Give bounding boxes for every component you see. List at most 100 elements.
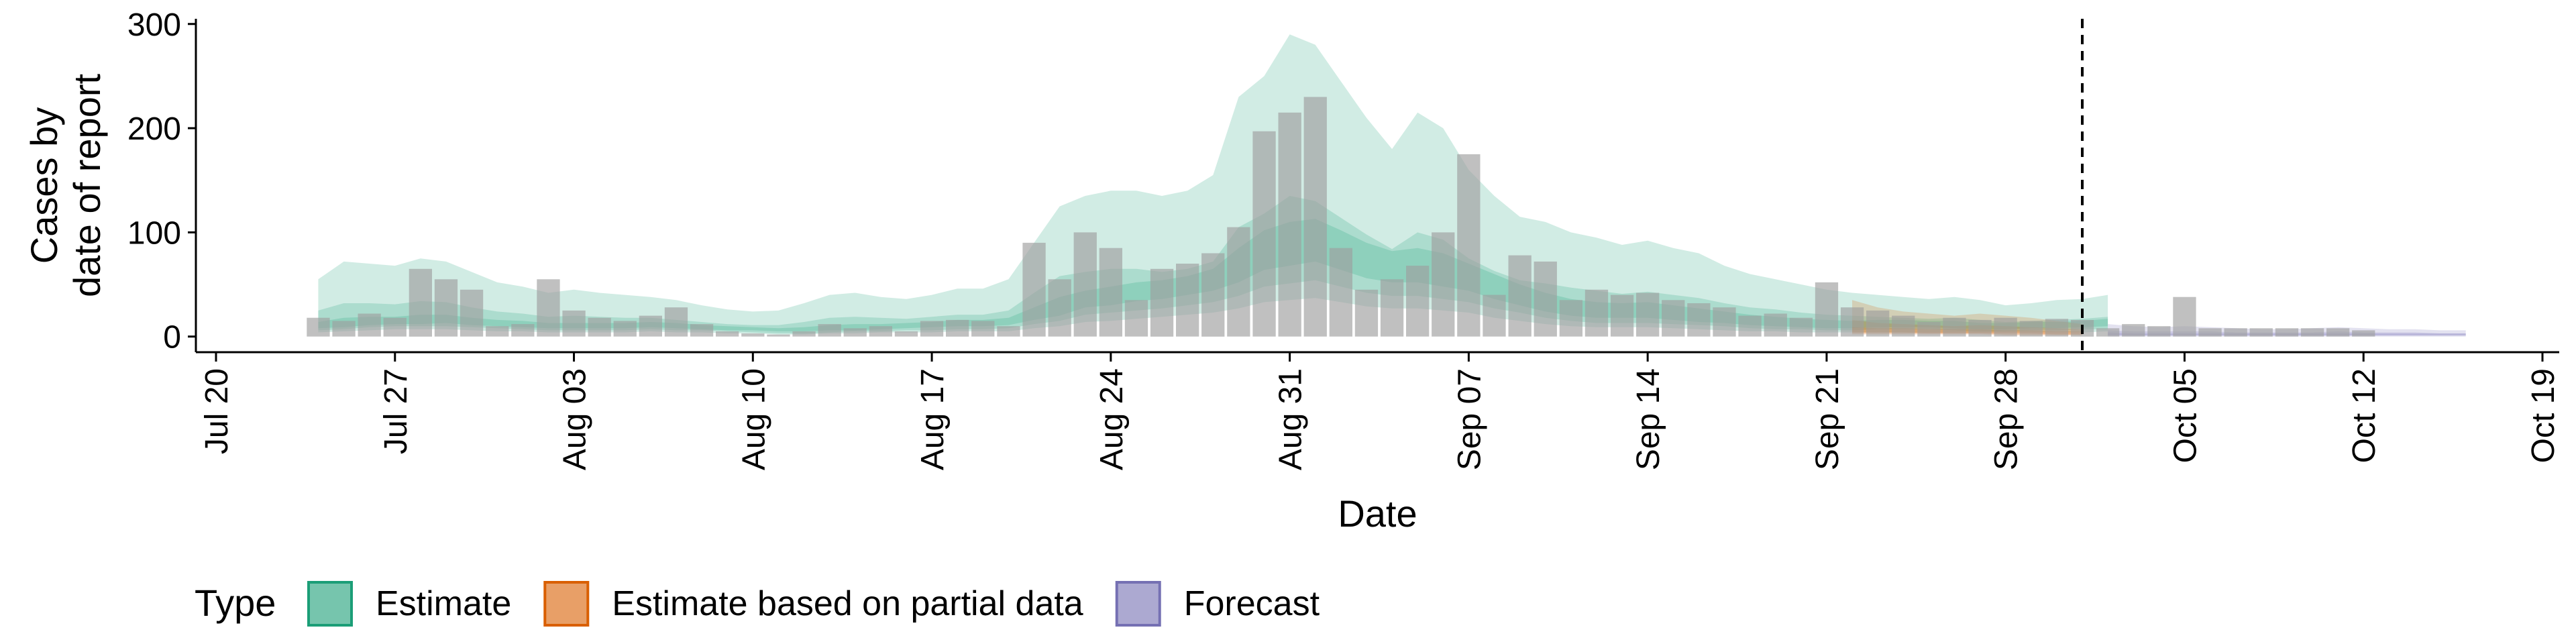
bar-reported-cases xyxy=(1406,266,1430,337)
bar-reported-cases xyxy=(716,331,739,337)
x-tick-label: Aug 17 xyxy=(915,368,951,470)
bar-reported-cases xyxy=(920,321,944,337)
legend-swatch-forecast xyxy=(1115,581,1161,627)
bar-reported-cases xyxy=(1508,255,1532,337)
bar-layer xyxy=(307,97,2375,337)
x-tick-label: Sep 07 xyxy=(1452,368,1487,470)
bar-reported-cases xyxy=(409,268,432,337)
bar-reported-cases xyxy=(1559,300,1582,337)
bar-reported-cases xyxy=(1048,279,1071,337)
bar-reported-cases xyxy=(1713,307,1736,337)
legend-swatch-estimate-based-on-partial-data xyxy=(543,581,590,627)
bar-reported-cases xyxy=(2019,321,2043,337)
x-tick-label: Aug 03 xyxy=(557,368,593,470)
bar-reported-cases xyxy=(1892,315,1915,337)
bar-reported-cases xyxy=(2326,328,2350,337)
x-tick-label: Oct 19 xyxy=(2526,368,2561,463)
legend-label: Estimate based on partial data xyxy=(612,584,1083,623)
bar-reported-cases xyxy=(2173,297,2196,337)
bar-reported-cases xyxy=(307,317,330,337)
bar-reported-cases xyxy=(511,324,535,337)
bar-reported-cases xyxy=(1252,131,1276,337)
bar-reported-cases xyxy=(639,315,662,337)
bar-reported-cases xyxy=(1176,264,1199,337)
bar-reported-cases xyxy=(486,326,509,337)
x-tick-label: Aug 10 xyxy=(736,368,771,470)
bar-reported-cases xyxy=(383,317,407,337)
x-tick-label: Oct 05 xyxy=(2167,368,2203,463)
legend-title: Type xyxy=(195,582,276,624)
bar-reported-cases xyxy=(2147,326,2171,337)
bar-reported-cases xyxy=(588,317,611,337)
bar-reported-cases xyxy=(1124,300,1148,337)
x-tick-label: Sep 14 xyxy=(1631,368,1666,470)
x-tick-label: Jul 27 xyxy=(378,368,414,454)
x-axis-title: Date xyxy=(1338,492,1417,535)
bar-reported-cases xyxy=(2275,328,2299,337)
bar-reported-cases xyxy=(1380,279,1404,337)
bar-reported-cases xyxy=(358,313,381,337)
bar-reported-cases xyxy=(1610,294,1634,337)
bar-reported-cases xyxy=(1840,307,1864,337)
bar-reported-cases xyxy=(818,324,841,337)
bar-reported-cases xyxy=(2224,328,2247,337)
bar-reported-cases xyxy=(332,321,356,337)
x-tick-label: Jul 20 xyxy=(199,368,235,454)
bar-reported-cases xyxy=(1687,303,1711,337)
y-tick-label: 300 xyxy=(127,7,181,43)
bar-reported-cases xyxy=(1968,319,1992,337)
legend-label: Forecast xyxy=(1184,584,1320,623)
bar-reported-cases xyxy=(1022,242,1046,337)
bar-reported-cases xyxy=(1994,317,2017,337)
bar-reported-cases xyxy=(1943,317,1966,337)
legend: Type Estimate Estimate based on partial da… xyxy=(195,581,1320,627)
bar-reported-cases xyxy=(1483,294,1506,337)
bar-reported-cases xyxy=(1789,317,1813,337)
bar-reported-cases xyxy=(1227,227,1250,337)
bar-reported-cases xyxy=(2300,328,2324,337)
legend-label: Estimate xyxy=(376,584,511,623)
bar-reported-cases xyxy=(1354,289,1379,337)
y-tick-label: 100 xyxy=(127,215,181,251)
bar-reported-cases xyxy=(869,326,892,337)
bar-reported-cases xyxy=(2096,328,2120,337)
bar-reported-cases xyxy=(971,321,995,337)
bar-reported-cases xyxy=(792,331,816,337)
bar-reported-cases xyxy=(1738,315,1762,337)
bar-reported-cases xyxy=(1201,253,1225,337)
bar-reported-cases xyxy=(1764,313,1787,337)
bar-reported-cases xyxy=(1457,154,1481,337)
bar-reported-cases xyxy=(997,326,1020,337)
bar-reported-cases xyxy=(1917,322,1941,337)
y-axis-title-line: Cases by xyxy=(23,107,65,264)
bar-reported-cases xyxy=(2198,328,2222,337)
bar-reported-cases xyxy=(537,279,560,337)
bar-reported-cases xyxy=(1866,310,1890,337)
bar-reported-cases xyxy=(1636,292,1660,337)
x-tick-label: Aug 24 xyxy=(1094,368,1130,470)
bar-reported-cases xyxy=(843,328,867,337)
bar-reported-cases xyxy=(434,279,458,337)
bar-reported-cases xyxy=(741,333,765,337)
bar-reported-cases xyxy=(1303,97,1327,337)
bar-reported-cases xyxy=(562,310,586,337)
bar-reported-cases xyxy=(767,334,790,337)
y-axis-title-line: date of report xyxy=(66,74,108,298)
bar-reported-cases xyxy=(1150,268,1174,337)
bar-reported-cases xyxy=(2352,330,2375,337)
bar-reported-cases xyxy=(1278,112,1301,337)
bar-reported-cases xyxy=(690,324,714,337)
x-tick-label: Sep 21 xyxy=(1810,368,1845,470)
bar-reported-cases xyxy=(1534,261,1557,337)
bar-reported-cases xyxy=(664,307,688,337)
legend-swatch-estimate xyxy=(307,581,353,627)
bar-reported-cases xyxy=(946,319,969,337)
bar-reported-cases xyxy=(460,289,484,337)
bar-reported-cases xyxy=(1329,248,1352,337)
bar-reported-cases xyxy=(894,331,918,337)
y-tick-label: 0 xyxy=(163,320,181,356)
bar-reported-cases xyxy=(1585,289,1609,337)
bar-reported-cases xyxy=(1662,300,1685,337)
x-tick-label: Oct 12 xyxy=(2347,368,2382,463)
x-tick-label: Aug 31 xyxy=(1273,368,1309,470)
